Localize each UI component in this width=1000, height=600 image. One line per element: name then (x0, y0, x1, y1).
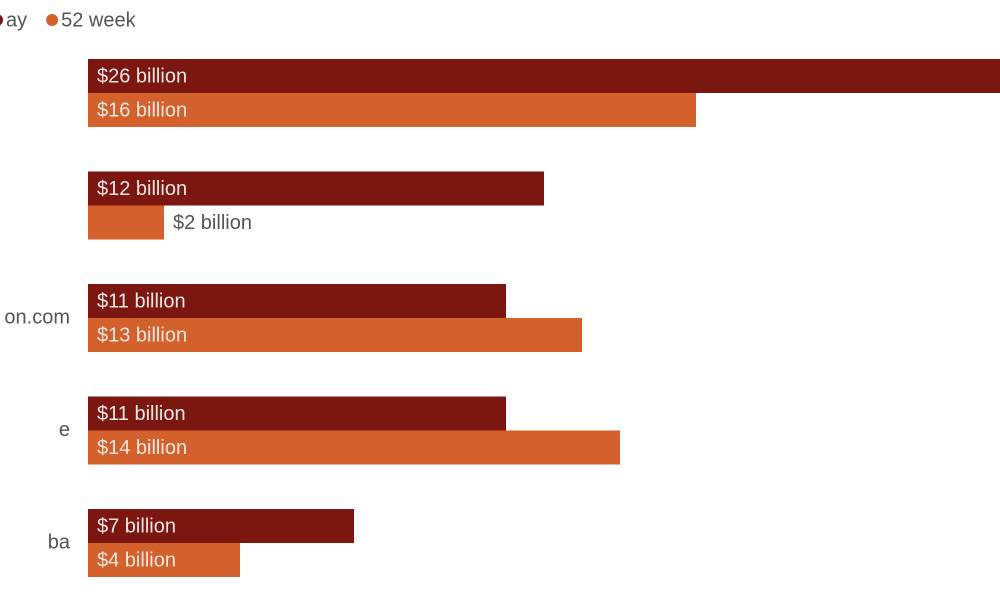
value-label: $7 billion (97, 515, 176, 537)
legend-marker (0, 14, 3, 26)
category-label: e (59, 419, 70, 441)
bar (88, 284, 506, 318)
value-label: $2 billion (173, 212, 252, 234)
bar (88, 318, 582, 352)
bar (88, 509, 354, 543)
bar (88, 205, 164, 240)
value-label: $11 billion (97, 290, 186, 312)
value-label: $12 billion (97, 178, 187, 200)
bar (88, 93, 696, 127)
legend-label: ay (6, 9, 27, 31)
legend-label: 52 week (61, 9, 136, 31)
category-label: on.com (4, 306, 70, 328)
value-label: $16 billion (97, 99, 187, 121)
bar (88, 543, 240, 577)
value-label: $4 billion (97, 549, 176, 571)
legend-marker (46, 14, 59, 26)
bar (88, 59, 1000, 93)
bar (88, 171, 544, 206)
value-label: $13 billion (97, 324, 187, 346)
value-label: $14 billion (97, 437, 187, 459)
category-label: ba (48, 531, 71, 553)
value-label: $11 billion (97, 403, 186, 425)
bar (88, 396, 506, 431)
value-label: $26 billion (97, 65, 187, 87)
bar (88, 430, 620, 465)
